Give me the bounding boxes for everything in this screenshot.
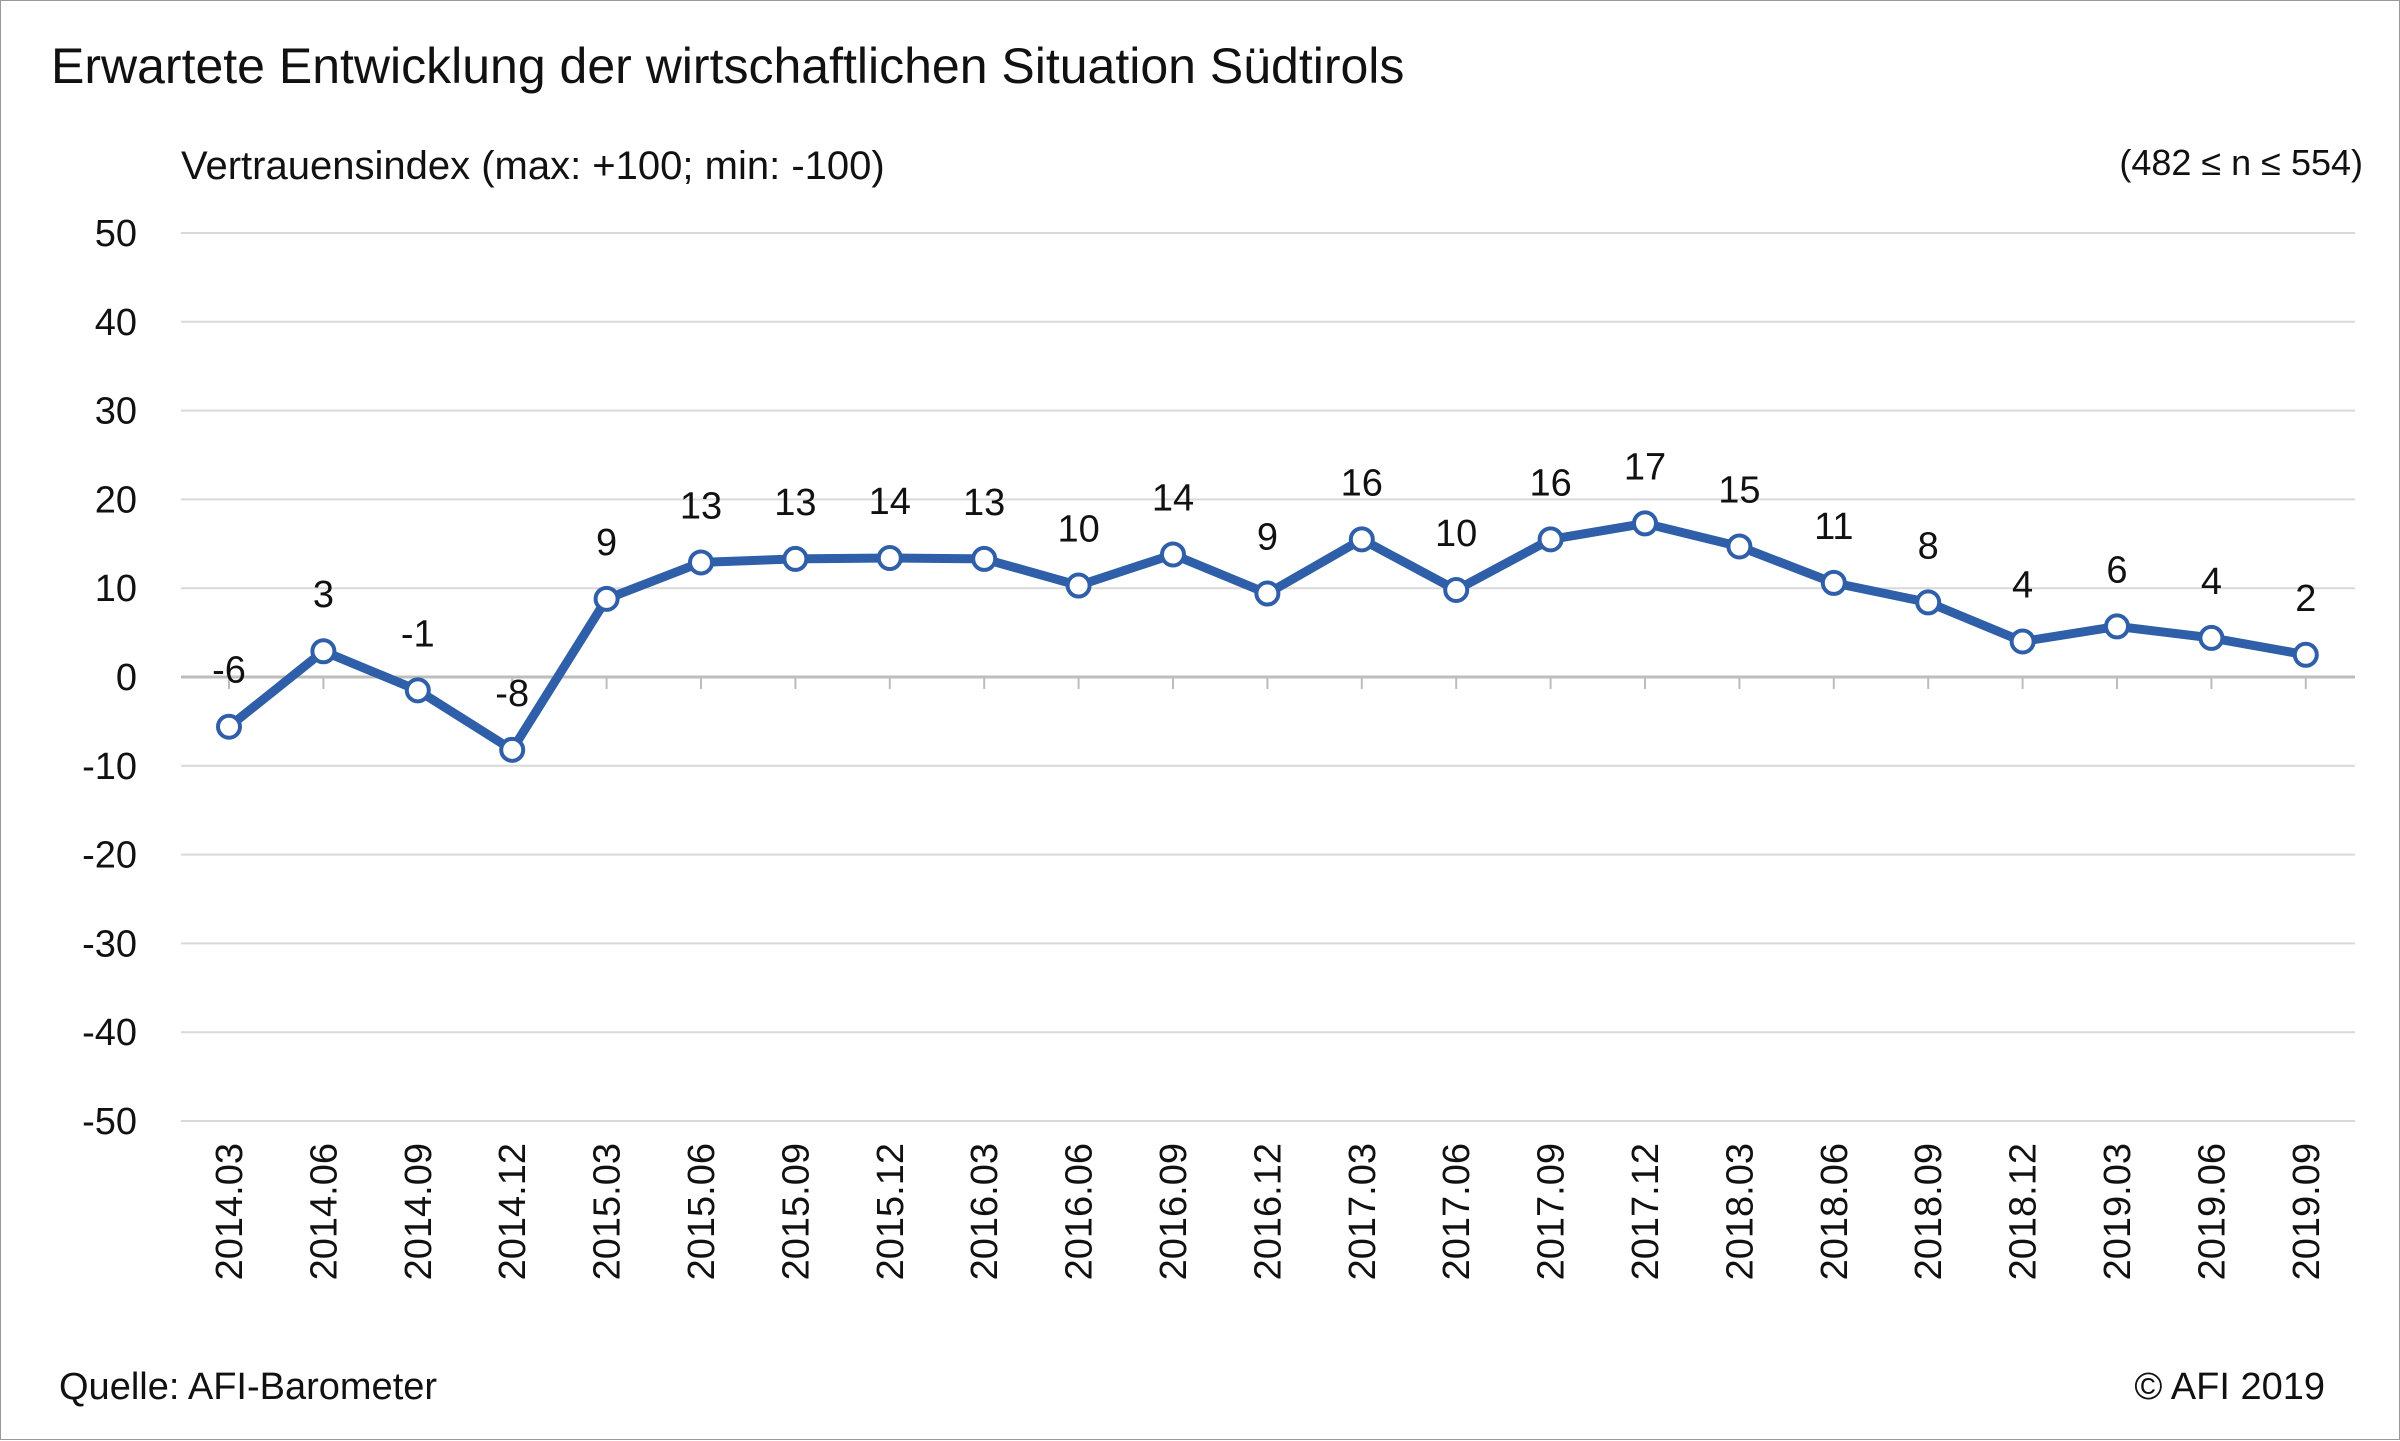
y-tick-label: -50 [82, 1101, 137, 1143]
copyright-note: © AFI 2019 [2134, 1366, 2325, 1408]
data-point [1160, 541, 1186, 568]
data-point [1820, 569, 1847, 596]
y-tick-label: 10 [95, 568, 137, 610]
data-point [1254, 580, 1281, 607]
data-point [971, 545, 998, 572]
data-point [404, 677, 431, 704]
x-tick-label: 2016.09 [1153, 1143, 1195, 1280]
data-label: 9 [596, 522, 617, 564]
y-tick-label: 40 [95, 302, 137, 344]
x-tick-label: 2014.09 [398, 1143, 440, 1280]
data-point [782, 545, 809, 572]
data-point [2104, 613, 2130, 640]
data-point [1726, 533, 1753, 560]
y-tick-label: -30 [82, 923, 137, 965]
data-label: 10 [1057, 509, 1099, 551]
x-tick-label: 2015.12 [870, 1143, 912, 1280]
x-tick-label: 2014.12 [492, 1143, 534, 1280]
data-label: 13 [963, 482, 1005, 524]
data-point [688, 549, 714, 576]
source-note: Quelle: AFI-Barometer [59, 1366, 437, 1408]
data-point [1348, 526, 1375, 553]
data-points [216, 510, 2319, 763]
y-tick-label: 0 [116, 657, 137, 699]
data-label: 9 [1257, 517, 1278, 559]
data-label: 15 [1718, 469, 1760, 511]
x-axis-ticks: 2014.03 2014.06 2014.09 2014.12 2015.03 2015.… [209, 1143, 2328, 1280]
x-tick-label: 2014.06 [303, 1143, 345, 1280]
y-tick-label: -20 [82, 835, 137, 877]
x-tick-label: 2019.06 [2191, 1143, 2233, 1280]
y-tick-label: 50 [95, 213, 137, 255]
data-label: 6 [2106, 549, 2127, 591]
y-axis-ticks: 50 40 30 20 10 0 -10 -20 -30 -40 -50 [82, 213, 137, 1143]
x-tick-label: 2018.03 [1719, 1143, 1761, 1280]
data-label: 14 [1152, 477, 1194, 519]
sample-size-note: (482 ≤ n ≤ 554) [2119, 142, 2363, 183]
x-tick-label: 2017.09 [1531, 1143, 1573, 1280]
data-label: -6 [212, 650, 246, 692]
x-tick-label: 2019.09 [2286, 1143, 2328, 1280]
x-tick-label: 2017.12 [1625, 1143, 1667, 1280]
data-point [1443, 576, 1470, 603]
data-label: 16 [1341, 462, 1383, 504]
data-label: 8 [1918, 525, 1939, 567]
x-tick-label: 2017.06 [1436, 1143, 1478, 1280]
x-tick-label: 2015.06 [681, 1143, 723, 1280]
data-point [876, 545, 903, 572]
x-tick-label: 2018.09 [1908, 1143, 1950, 1280]
y-axis-label: Vertrauensindex (max: +100; min: -100) [181, 144, 885, 188]
data-point [593, 585, 620, 612]
data-label: 13 [774, 482, 816, 524]
data-label: 14 [869, 481, 911, 523]
x-tick-label: 2015.03 [587, 1143, 629, 1280]
data-point [499, 736, 526, 763]
data-point [1065, 572, 1092, 599]
data-label: 4 [2201, 561, 2222, 603]
y-tick-label: -10 [82, 746, 137, 788]
data-label: 11 [1814, 506, 1853, 548]
data-point [2009, 628, 2036, 655]
x-tick-label: 2015.09 [775, 1143, 817, 1280]
chart-title: Erwartete Entwicklung der wirtschaftlich… [51, 38, 1404, 94]
data-point [1632, 510, 1658, 537]
data-label: 17 [1624, 446, 1666, 488]
data-label: 10 [1435, 513, 1477, 555]
data-point [2198, 624, 2225, 651]
x-tick-label: 2016.12 [1247, 1143, 1289, 1280]
data-label: -1 [401, 613, 435, 655]
data-point [1915, 589, 1942, 616]
x-tick-label: 2018.12 [2003, 1143, 2045, 1280]
x-tick-label: 2017.03 [1342, 1143, 1384, 1280]
data-point [216, 713, 242, 740]
data-point [310, 638, 337, 665]
data-label: 4 [2012, 564, 2033, 606]
x-tick-label: 2016.06 [1059, 1143, 1101, 1280]
x-tick-label: 2019.03 [2097, 1143, 2139, 1280]
data-label: 3 [313, 574, 334, 616]
data-point [1537, 526, 1564, 553]
data-label: 16 [1529, 462, 1571, 504]
x-tick-label: 2016.03 [964, 1143, 1006, 1280]
y-tick-label: -40 [82, 1012, 137, 1054]
data-labels: -6 3 -1 -8 9 13 13 14 13 10 14 9 16 10 16 17 15 11 8 4 6 4 2 [212, 446, 2316, 714]
y-tick-label: 30 [95, 391, 137, 433]
data-label: 13 [680, 485, 722, 527]
data-label: 2 [2295, 578, 2316, 620]
data-point [2292, 641, 2319, 668]
data-label: -8 [495, 673, 529, 715]
y-tick-label: 20 [95, 479, 137, 521]
x-tick-label: 2014.03 [209, 1143, 251, 1280]
x-tick-label: 2018.06 [1814, 1143, 1856, 1280]
